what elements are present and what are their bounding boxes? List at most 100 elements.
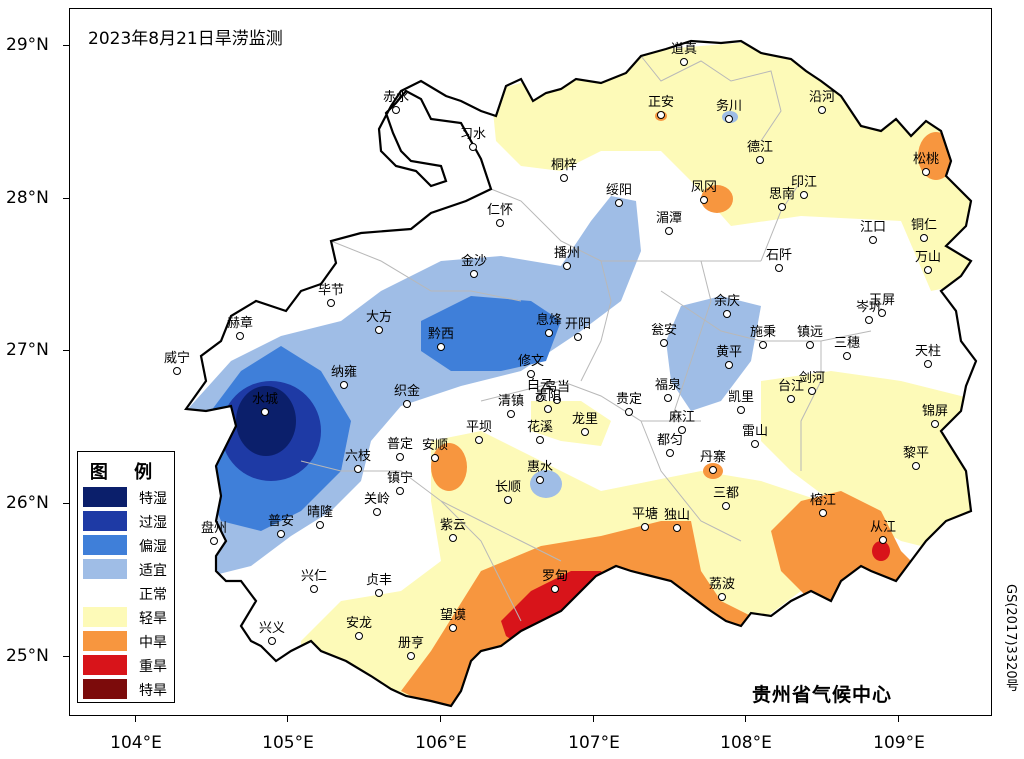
legend-label: 特旱 xyxy=(139,683,167,699)
city-label: 铜仁 xyxy=(910,218,938,233)
city-label: 雷山 xyxy=(741,424,769,439)
city-marker xyxy=(869,236,877,244)
city-marker xyxy=(931,420,939,428)
city-label: 织金 xyxy=(393,384,421,399)
city-marker xyxy=(641,523,649,531)
city-marker xyxy=(544,405,552,413)
y-tick-26 xyxy=(63,503,69,504)
x-tick-107 xyxy=(593,716,594,722)
city-label: 兴仁 xyxy=(300,569,328,584)
city-marker xyxy=(778,203,786,211)
city-label: 平塘 xyxy=(631,507,659,522)
city-marker xyxy=(431,454,439,462)
city-marker xyxy=(700,196,708,204)
city-label: 麻江 xyxy=(668,410,696,425)
city-marker xyxy=(475,436,483,444)
city-marker xyxy=(470,270,478,278)
city-marker xyxy=(818,106,826,114)
city-label: 龙里 xyxy=(571,412,599,427)
x-label-107: 107°E xyxy=(568,733,620,753)
city-label: 松桃 xyxy=(912,152,940,167)
city-label: 播州 xyxy=(553,246,581,261)
legend-swatch xyxy=(83,487,127,507)
legend-label: 偏湿 xyxy=(139,539,167,555)
y-label-26: 26°N xyxy=(6,493,49,513)
city-label: 册亨 xyxy=(397,636,425,651)
x-tick-105 xyxy=(287,716,288,722)
city-label: 桐梓 xyxy=(550,158,578,173)
city-label: 从江 xyxy=(869,520,897,535)
city-marker xyxy=(843,352,851,360)
legend-label: 重旱 xyxy=(139,659,167,675)
y-tick-25 xyxy=(63,656,69,657)
city-label: 仁怀 xyxy=(486,203,514,218)
city-marker xyxy=(806,341,814,349)
city-marker xyxy=(723,310,731,318)
city-marker xyxy=(680,58,688,66)
city-label: 习水 xyxy=(459,127,487,142)
city-label: 黔西 xyxy=(427,327,455,342)
legend-item: 特旱 xyxy=(83,679,173,699)
city-marker xyxy=(536,436,544,444)
y-tick-28 xyxy=(63,198,69,199)
city-marker xyxy=(665,227,673,235)
x-tick-109 xyxy=(898,716,899,722)
legend-swatch xyxy=(83,631,127,651)
legend-item: 正常 xyxy=(83,583,173,603)
city-label: 福泉 xyxy=(654,378,682,393)
city-label: 赫章 xyxy=(226,316,254,331)
city-label: 大方 xyxy=(365,310,393,325)
city-marker xyxy=(920,234,928,242)
legend-item: 偏湿 xyxy=(83,535,173,555)
city-marker xyxy=(355,632,363,640)
legend-swatch xyxy=(83,655,127,675)
city-label: 正安 xyxy=(647,95,675,110)
city-marker xyxy=(173,367,181,375)
x-label-104: 104°E xyxy=(110,733,162,753)
legend-swatch xyxy=(83,679,127,699)
city-marker xyxy=(660,339,668,347)
city-label: 安龙 xyxy=(345,616,373,631)
city-marker xyxy=(553,396,561,404)
city-label: 丹寨 xyxy=(699,450,727,465)
y-tick-27 xyxy=(63,350,69,351)
city-label: 开阳 xyxy=(564,317,592,332)
y-label-25: 25°N xyxy=(6,646,49,666)
legend-item: 过湿 xyxy=(83,511,173,531)
city-marker xyxy=(210,537,218,545)
city-label: 六枝 xyxy=(344,449,372,464)
city-label: 水城 xyxy=(251,392,279,407)
city-marker xyxy=(392,106,400,114)
city-marker xyxy=(536,394,544,402)
city-label: 德江 xyxy=(746,140,774,155)
city-label: 江口 xyxy=(859,220,887,235)
city-label: 锦屏 xyxy=(921,404,949,419)
legend-title: 图 例 xyxy=(89,462,163,483)
city-marker xyxy=(407,652,415,660)
x-label-106: 106°E xyxy=(415,733,467,753)
city-label: 榕江 xyxy=(809,493,837,508)
agency-label: 贵州省气候中心 xyxy=(752,684,893,706)
legend-label: 适宜 xyxy=(139,563,167,579)
city-label: 威宁 xyxy=(163,351,191,366)
city-marker xyxy=(819,509,827,517)
city-marker xyxy=(664,394,672,402)
city-marker xyxy=(879,536,887,544)
city-label: 平坝 xyxy=(465,420,493,435)
city-label: 余庆 xyxy=(713,294,741,309)
city-label: 绥阳 xyxy=(605,183,633,198)
city-label: 普定 xyxy=(386,437,414,452)
legend-swatch xyxy=(83,511,127,531)
legend-label: 正常 xyxy=(139,587,167,603)
city-marker xyxy=(787,395,795,403)
city-marker xyxy=(865,316,873,324)
legend-item: 适宜 xyxy=(83,559,173,579)
x-label-109: 109°E xyxy=(873,733,925,753)
city-label: 岑巩 xyxy=(855,300,883,315)
city-marker xyxy=(725,361,733,369)
city-label: 黎平 xyxy=(902,446,930,461)
city-label: 独山 xyxy=(663,508,691,523)
city-marker xyxy=(396,487,404,495)
city-marker xyxy=(657,111,665,119)
x-label-105: 105°E xyxy=(262,733,314,753)
